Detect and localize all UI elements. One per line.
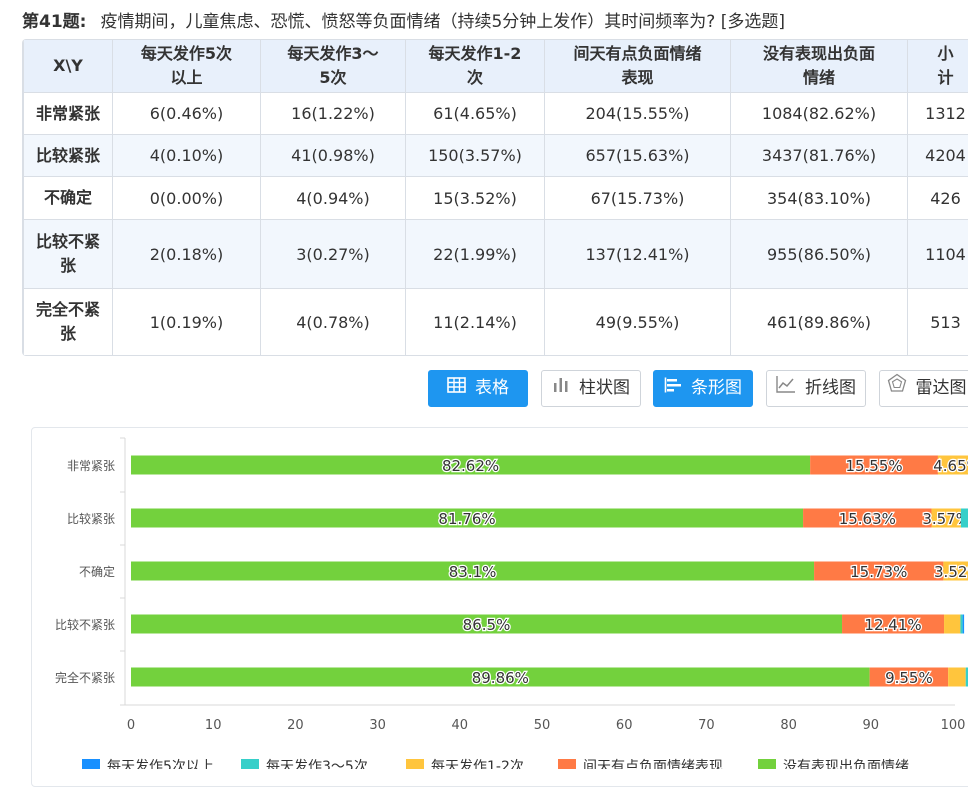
category-label: 比较紧张 (67, 511, 115, 526)
bar-segment (948, 668, 966, 687)
x-tick-label: 30 (369, 718, 386, 733)
data-label: 15.55% (845, 457, 902, 475)
bar-segment (963, 615, 964, 634)
data-label: 3.52% (934, 563, 968, 581)
legend-swatch (82, 759, 100, 769)
data-label: 9.55% (885, 669, 933, 687)
legend-swatch (758, 759, 776, 769)
x-tick-label: 70 (698, 718, 715, 733)
bar-segment (960, 615, 962, 634)
legend-label: 每天发作1-2次 (431, 759, 524, 769)
data-label: 15.73% (850, 563, 907, 581)
data-label: 4.65% (933, 457, 968, 475)
x-tick-label: 0 (127, 718, 135, 733)
x-tick-label: 60 (616, 718, 633, 733)
legend-label: 间天有点负面情绪表现 (583, 759, 723, 769)
legend-label: 每天发作5次以上 (107, 759, 214, 769)
category-label: 非常紧张 (67, 459, 115, 473)
category-label: 完全不紧张 (55, 670, 115, 685)
legend-swatch (241, 759, 259, 769)
category-label: 比较不紧张 (55, 617, 115, 632)
legend-label: 没有表现出负面情绪 (783, 759, 909, 769)
data-label: 89.86% (472, 669, 529, 687)
data-label: 81.76% (438, 510, 495, 528)
legend-swatch (406, 759, 424, 769)
data-label: 12.41% (864, 616, 921, 634)
x-tick-label: 10 (205, 718, 222, 733)
category-label: 不确定 (79, 564, 115, 579)
x-tick-label: 100 (941, 718, 966, 733)
bar-segment (961, 509, 968, 528)
bar-segment (944, 615, 960, 634)
x-tick-label: 80 (780, 718, 797, 733)
legend-swatch (558, 759, 576, 769)
data-label: 82.62% (442, 457, 499, 475)
legend-label: 每天发作3～5次 (266, 759, 368, 769)
data-label: 15.63% (839, 510, 896, 528)
x-tick-label: 90 (863, 718, 880, 733)
x-tick-label: 50 (534, 718, 551, 733)
data-label: 83.1% (449, 563, 497, 581)
x-tick-label: 40 (452, 718, 469, 733)
data-label: 86.5% (463, 616, 511, 634)
x-tick-label: 20 (287, 718, 304, 733)
